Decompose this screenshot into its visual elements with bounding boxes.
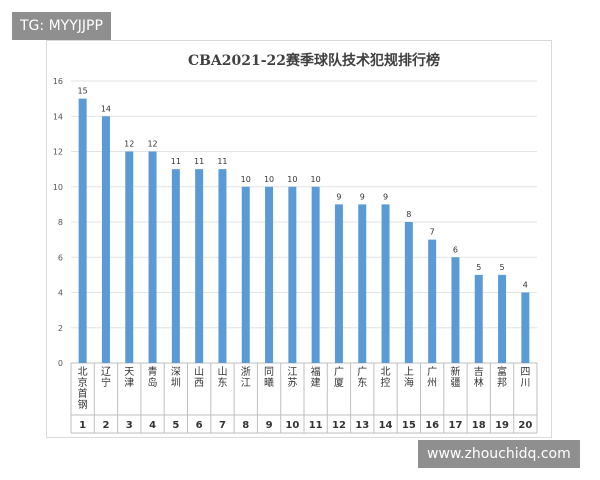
x-tick-label: 四川 (520, 367, 530, 389)
bar (218, 169, 227, 363)
rank-label: 4 (149, 420, 156, 431)
data-label: 10 (311, 175, 321, 184)
x-tick-label: 广东 (357, 366, 367, 389)
data-label: 12 (147, 140, 157, 149)
rank-label: 6 (196, 420, 203, 431)
x-tick-label: 吉林 (474, 366, 484, 389)
x-tick-label: 山东 (217, 366, 227, 389)
x-tick-label: 浙江 (241, 366, 251, 389)
rank-label: 7 (219, 420, 226, 431)
bar (404, 222, 413, 363)
x-tick-label: 北控 (381, 366, 391, 389)
y-tick-label: 2 (58, 324, 63, 333)
rank-label: 3 (126, 420, 133, 431)
rank-label: 11 (309, 420, 323, 431)
rank-label: 10 (285, 420, 299, 431)
bar (521, 292, 530, 363)
x-tick-label: 富邦 (497, 365, 507, 389)
x-tick-label: 江苏 (287, 366, 297, 389)
chart-frame: CBA2021-22赛季球队技术犯规排行榜 0 2 4 6 8 10 12 14 16 15 北京首钢… (46, 40, 552, 438)
data-label: 9 (383, 192, 388, 201)
x-tick-label: 辽宁 (101, 366, 111, 389)
rank-label: 8 (242, 420, 249, 431)
x-tick-label: 广厦 (334, 366, 344, 389)
bar (241, 186, 250, 363)
bar-chart: CBA2021-22赛季球队技术犯规排行榜024681012141615北京首钢… (53, 52, 538, 434)
bar (358, 204, 367, 363)
x-tick-label: 青岛 (148, 365, 158, 389)
y-tick-label: 10 (53, 183, 63, 192)
data-label: 5 (500, 263, 505, 272)
rank-label: 12 (332, 420, 346, 431)
y-tick-label: 6 (58, 253, 63, 262)
x-tick-label: 深圳 (171, 366, 181, 389)
bar (381, 204, 390, 363)
rank-label: 2 (102, 420, 109, 431)
bar (171, 169, 180, 363)
data-label: 9 (336, 192, 341, 201)
data-label: 11 (171, 157, 181, 166)
data-label: 11 (194, 157, 204, 166)
rank-label: 17 (448, 420, 462, 431)
data-label: 5 (476, 263, 481, 272)
rank-label: 5 (172, 420, 179, 431)
bar (334, 204, 343, 363)
data-label: 10 (241, 175, 251, 184)
bar (451, 257, 460, 363)
rank-label: 13 (355, 420, 369, 431)
chart-title: CBA2021-22赛季球队技术犯规排行榜 (188, 52, 440, 69)
bar (148, 151, 157, 363)
data-label: 9 (360, 192, 365, 201)
bar (428, 239, 437, 363)
rank-label: 1 (79, 420, 86, 431)
data-label: 8 (406, 210, 411, 219)
data-label: 14 (101, 104, 111, 113)
x-tick-label: 上海 (404, 366, 414, 389)
rank-label: 15 (402, 420, 416, 431)
data-label: 4 (523, 281, 528, 290)
y-tick-label: 12 (53, 148, 63, 157)
rank-label: 16 (425, 420, 439, 431)
data-label: 15 (78, 87, 88, 96)
y-tick-label: 14 (53, 112, 63, 121)
x-tick-label: 北京首钢 (78, 366, 88, 411)
rank-label: 20 (518, 420, 532, 431)
x-tick-label: 广州 (427, 366, 437, 389)
bar (125, 151, 134, 363)
y-tick-label: 4 (58, 289, 63, 298)
watermark-top: TG: MYYJJPP (12, 12, 111, 40)
bar (498, 274, 507, 363)
y-tick-label: 0 (58, 359, 63, 368)
x-tick-label: 山西 (194, 366, 204, 389)
bar (195, 169, 204, 363)
y-tick-label: 8 (58, 218, 63, 227)
data-label: 10 (264, 175, 274, 184)
bar (78, 98, 87, 363)
x-tick-label: 同曦 (264, 366, 274, 389)
bar (288, 186, 297, 363)
bar (311, 186, 320, 363)
x-tick-label: 福建 (311, 365, 321, 389)
data-label: 10 (287, 175, 297, 184)
data-label: 11 (217, 157, 227, 166)
data-label: 6 (453, 245, 458, 254)
watermark-bottom: www.zhouchidq.com (418, 440, 580, 468)
rank-label: 19 (495, 420, 509, 431)
bar (101, 116, 110, 363)
x-tick-label: 新疆 (450, 365, 460, 389)
bar (265, 186, 274, 363)
rank-label: 18 (472, 420, 486, 431)
x-tick-label: 天津 (124, 367, 134, 389)
rank-label: 14 (379, 420, 393, 431)
bar (474, 274, 483, 363)
rank-label: 9 (266, 420, 273, 431)
y-tick-label: 16 (53, 77, 63, 86)
data-label: 12 (124, 140, 134, 149)
data-label: 7 (430, 228, 435, 237)
